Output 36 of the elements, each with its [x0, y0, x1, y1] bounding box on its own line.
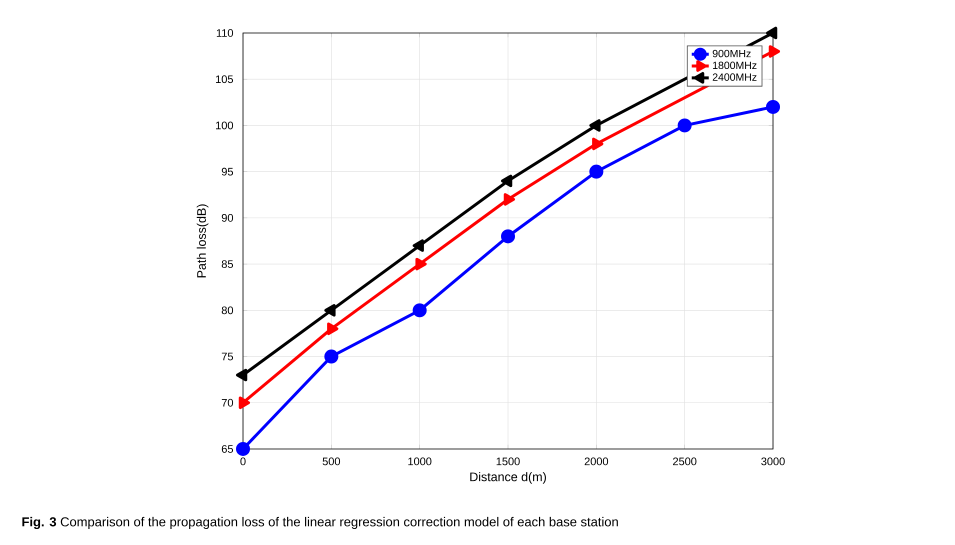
point	[678, 118, 692, 132]
x-tick-label: 2500	[673, 458, 696, 466]
point	[236, 442, 250, 456]
point	[327, 322, 338, 336]
y-tick-label: 65	[222, 445, 234, 453]
legend-label: 900MHz	[712, 50, 751, 58]
y-tick-label: 110	[216, 29, 234, 37]
x-tick-label: 1000	[408, 458, 432, 466]
point	[412, 303, 427, 318]
point	[415, 258, 427, 270]
text: Fig. 3 Comparison of the propagation loss of the linear regression correction model of each base station	[22, 516, 618, 530]
x-tick-label: 500	[322, 458, 340, 466]
x-tick-label: 1500	[496, 458, 520, 466]
y-tick-label: 90	[222, 214, 234, 222]
legend-label: 2400MHz	[712, 73, 756, 81]
point	[766, 100, 780, 114]
point	[592, 138, 604, 150]
y-tick-label: 105	[216, 75, 234, 84]
x-axis-title: Distance d(m)	[470, 472, 546, 484]
y-tick-label: 100	[216, 122, 234, 130]
y-tick-label: 70	[222, 398, 234, 407]
x-tick-label: 3000	[761, 458, 785, 466]
point	[768, 45, 780, 58]
y-tick-label: 95	[222, 168, 234, 176]
point	[238, 396, 250, 410]
y-tick-label: 80	[222, 306, 234, 314]
point	[501, 229, 516, 244]
point	[589, 164, 604, 179]
x-tick-label: 0	[240, 458, 246, 466]
point	[504, 193, 516, 206]
legend-label: 1800MHz	[713, 62, 756, 70]
y-tick-label: 85	[222, 260, 234, 268]
x-tick-label: 2000	[584, 458, 608, 466]
y-axis-title: Path loss(dB)	[196, 204, 208, 278]
point	[324, 350, 338, 364]
y-tick-label: 75	[222, 352, 234, 360]
